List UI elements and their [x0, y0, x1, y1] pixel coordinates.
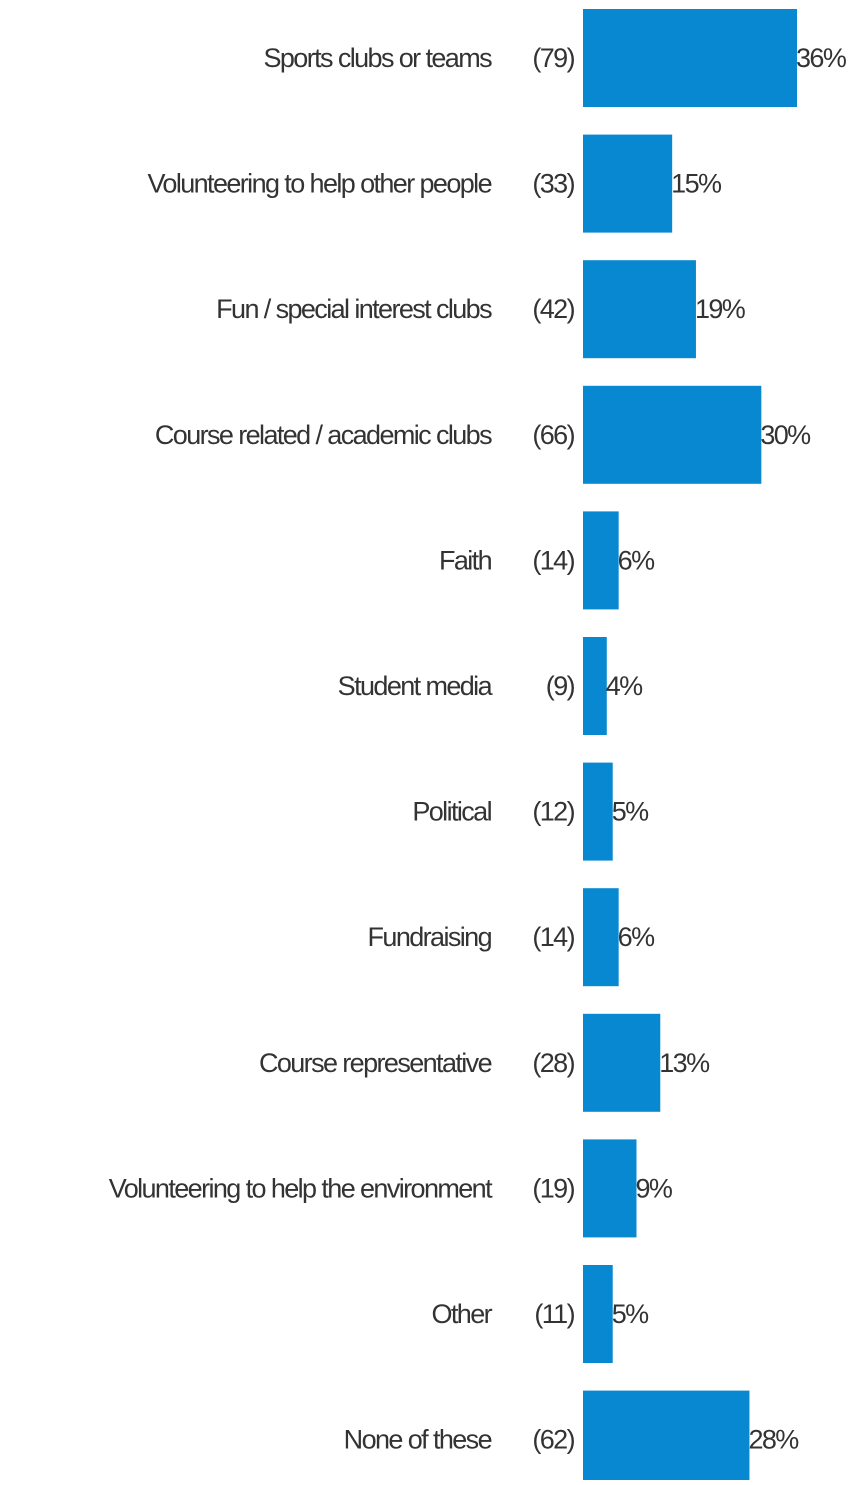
- value-label: 9%: [636, 1173, 673, 1203]
- value-label: 5%: [612, 797, 649, 827]
- value-label: 30%: [760, 420, 811, 450]
- count-label: (42): [532, 294, 574, 324]
- value-label: 19%: [695, 294, 746, 324]
- bar: [583, 134, 673, 233]
- count-label: (19): [532, 1173, 574, 1203]
- bar: [583, 1390, 750, 1485]
- category-label: Fun / special interest clubs: [216, 294, 492, 324]
- category-label: Student media: [338, 671, 494, 701]
- count-label: (66): [532, 420, 574, 450]
- category-label: Volunteering to help the environment: [109, 1173, 493, 1203]
- count-label: (11): [534, 1299, 574, 1329]
- value-label: 36%: [796, 43, 847, 73]
- count-label: (12): [532, 797, 574, 827]
- value-label: 5%: [612, 1299, 649, 1329]
- value-label: 6%: [618, 922, 655, 952]
- value-label: 15%: [671, 169, 722, 199]
- category-label: Other: [431, 1299, 492, 1329]
- category-label: Sports clubs or teams: [263, 43, 492, 73]
- value-label: 4%: [606, 671, 643, 701]
- category-label: Faith: [439, 545, 492, 575]
- count-label: (62): [532, 1425, 574, 1455]
- bar: [583, 1265, 613, 1363]
- bar: [583, 1013, 661, 1112]
- category-label: Political: [412, 797, 491, 827]
- value-label: 6%: [618, 545, 655, 575]
- category-label: Course representative: [259, 1048, 492, 1078]
- bar: [583, 637, 607, 735]
- count-label: (14): [532, 922, 574, 952]
- count-label: (33): [532, 169, 574, 199]
- count-label: (14): [532, 545, 574, 575]
- bar: [583, 9, 797, 107]
- bar: [583, 511, 619, 610]
- bar: [583, 1139, 637, 1238]
- category-label: Fundraising: [368, 922, 492, 952]
- count-label: (28): [532, 1048, 574, 1078]
- value-label: 28%: [748, 1425, 799, 1455]
- bar: [583, 888, 619, 987]
- bar: [583, 260, 696, 359]
- category-label: Volunteering to help other people: [147, 169, 491, 199]
- count-label: (9): [546, 671, 575, 701]
- category-label: None of these: [344, 1425, 492, 1455]
- bar: [583, 385, 762, 484]
- value-label: 13%: [659, 1048, 710, 1078]
- category-label: Course related / academic clubs: [155, 420, 492, 450]
- bar: [583, 762, 613, 861]
- count-label: (79): [532, 43, 574, 73]
